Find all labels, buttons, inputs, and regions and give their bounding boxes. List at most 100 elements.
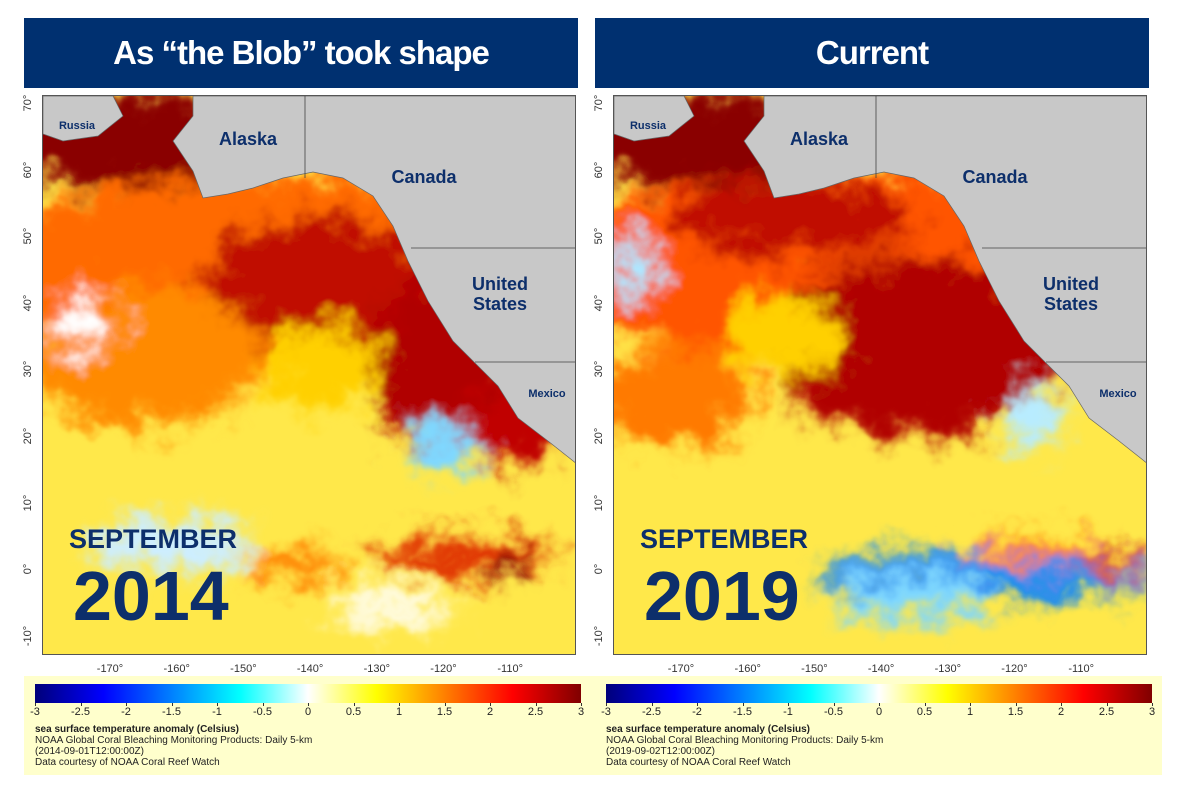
caption-line: Data courtesy of NOAA Coral Reef Watch: [606, 757, 791, 768]
panel-title: As “the Blob” took shape: [24, 18, 578, 88]
lon-label: -150°: [230, 663, 257, 675]
map-graphic: [43, 96, 575, 654]
colorbar-tick: [262, 703, 264, 706]
colorbar-tick-label: 3: [577, 706, 585, 718]
colorbar-tick-label: -1.5: [733, 706, 752, 718]
colorbar-tick-label: -2: [692, 706, 702, 718]
colorbar-tick: [606, 703, 607, 706]
region-label: Canada: [962, 167, 1028, 187]
colorbar-tick: [126, 703, 127, 706]
lat-label: 20°: [593, 427, 605, 445]
year-label: 2014: [73, 557, 229, 635]
colorbar-tick: [581, 703, 582, 706]
colorbar-tick-label: 2.5: [1098, 706, 1115, 718]
lon-label: -160°: [734, 663, 761, 675]
colorbar-tick: [490, 703, 491, 706]
colorbar-tick-label: 2.5: [527, 706, 544, 718]
lon-label: -150°: [801, 663, 828, 675]
colorbar-tick: [1152, 703, 1153, 706]
panel-title: Current: [595, 18, 1149, 88]
region-label: Russia: [58, 120, 96, 132]
lat-label: 50°: [22, 227, 34, 245]
colorbar-tick: [217, 703, 218, 706]
colorbar-tick-label: -2.5: [642, 706, 661, 718]
map: Russia Alaska Canada United States Mexico SEP…: [613, 95, 1147, 655]
colorbar-tick-label: 1: [395, 706, 403, 718]
lat-label: 20°: [22, 427, 34, 445]
colorbar-tick: [742, 703, 744, 706]
caption-line: (2014-09-01T12:00:00Z): [35, 746, 144, 757]
colorbar-tick-label: -3: [601, 706, 611, 718]
colorbar-tick: [970, 703, 971, 706]
lon-label: -120°: [430, 663, 457, 675]
region-label: Mexico: [1099, 388, 1137, 400]
month-label: SEPTEMBER: [640, 524, 809, 554]
colorbar-tick: [308, 703, 309, 706]
lat-label: 60°: [22, 161, 34, 178]
region-label: Alaska: [218, 129, 278, 149]
region-label: United States: [472, 274, 528, 314]
colorbar-tick: [1106, 703, 1108, 706]
colorbar-tick-label: -0.5: [824, 706, 843, 718]
colorbar-tick: [353, 703, 355, 706]
lat-label: 70°: [22, 94, 34, 112]
colorbar-tick-label: 1.5: [1007, 706, 1024, 718]
colorbar-tick: [1015, 703, 1017, 706]
map: Russia Alaska Canada United States Mexico SEP…: [42, 95, 576, 655]
colorbar-tick-label: -1: [212, 706, 222, 718]
colorbar-tick: [924, 703, 926, 706]
colorbar-tick-label: 0: [875, 706, 883, 718]
caption-line: Data courtesy of NOAA Coral Reef Watch: [35, 757, 220, 768]
colorbar: [606, 684, 1152, 703]
lat-label: 70°: [593, 94, 605, 112]
lat-label: 0°: [22, 563, 34, 575]
region-label: Canada: [391, 167, 457, 187]
lon-label: -160°: [163, 663, 190, 675]
colorbar-tick: [399, 703, 400, 706]
colorbar-tick: [171, 703, 173, 706]
colorbar-tick-label: -2.5: [71, 706, 90, 718]
lat-label: 40°: [593, 294, 605, 312]
colorbar-tick-label: 2: [1057, 706, 1065, 718]
lat-label: 10°: [22, 494, 34, 511]
lat-label: -10°: [22, 625, 34, 646]
lon-label: -110°: [497, 663, 523, 675]
colorbar-tick-label: -2: [121, 706, 131, 718]
lat-label: -10°: [593, 625, 605, 646]
region-label: Russia: [629, 120, 667, 132]
colorbar-tick: [651, 703, 653, 706]
caption-line: (2019-09-02T12:00:00Z): [606, 746, 715, 757]
lon-label: -140°: [296, 663, 324, 675]
lat-label: 40°: [22, 294, 34, 312]
lon-label: -130°: [363, 663, 390, 675]
region-label: Mexico: [528, 388, 566, 400]
lon-label: -140°: [867, 663, 895, 675]
lon-label: -110°: [1068, 663, 1094, 675]
colorbar-tick-label: 0: [304, 706, 312, 718]
colorbar-tick-label: -0.5: [253, 706, 272, 718]
colorbar-tick-label: 2: [486, 706, 494, 718]
map-graphic: [614, 96, 1146, 654]
colorbar-tick-label: -1.5: [162, 706, 181, 718]
lat-label: 30°: [593, 361, 605, 378]
colorbar-tick: [35, 703, 36, 706]
lon-label: -170°: [667, 663, 695, 675]
region-label: United States: [1043, 274, 1099, 314]
year-label: 2019: [644, 557, 800, 635]
colorbar-tick-label: -1: [783, 706, 793, 718]
region-label: Alaska: [789, 129, 849, 149]
lat-label: 50°: [593, 227, 605, 245]
colorbar-tick-label: 0.5: [345, 706, 362, 718]
colorbar-tick: [80, 703, 82, 706]
colorbar-tick: [788, 703, 789, 706]
caption-line: sea surface temperature anomaly (Celsius…: [35, 724, 239, 735]
colorbar-tick: [697, 703, 698, 706]
colorbar-tick-label: 1.5: [436, 706, 453, 718]
lat-label: 10°: [593, 494, 605, 511]
caption-line: sea surface temperature anomaly (Celsius…: [606, 724, 810, 735]
colorbar-tick-label: -3: [30, 706, 40, 718]
lat-label: 60°: [593, 161, 605, 178]
lon-label: -170°: [96, 663, 124, 675]
lat-label: 0°: [593, 563, 605, 575]
